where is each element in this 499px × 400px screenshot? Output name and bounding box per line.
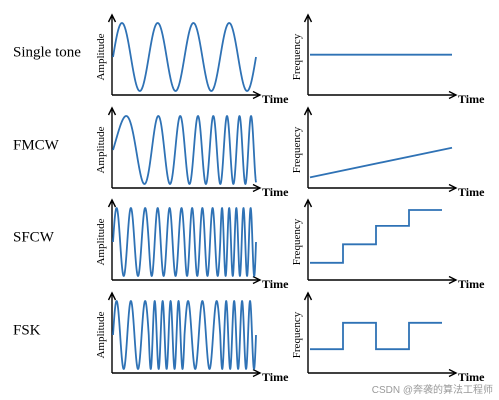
frequency-panel: Frequency Time (291, 291, 485, 384)
frequency-y-arrow (303, 198, 313, 208)
amplitude-y-arrow (107, 291, 117, 301)
frequency-line (310, 321, 442, 351)
time-axis-label: Time (262, 277, 289, 291)
watermark-text: CSDN @奔袭的算法工程师 (371, 385, 493, 396)
waveform-line (112, 115, 257, 185)
amplitude-y-arrow (107, 13, 117, 23)
row-label: Single tone (13, 44, 81, 60)
amplitude-panel: Amplitude Time (95, 291, 289, 384)
time-axis-label: Time (262, 370, 289, 384)
amplitude-axis-label: Amplitude (95, 311, 107, 358)
frequency-axis-label: Frequency (291, 218, 303, 265)
amplitude-panel: Amplitude Time (95, 106, 289, 199)
amplitude-x-arrow (252, 368, 262, 378)
time-axis-label: Time (458, 277, 485, 291)
frequency-panel: Frequency Time (291, 106, 485, 199)
frequency-x-arrow (448, 275, 458, 285)
waveform-line (112, 300, 257, 370)
frequency-x-arrow (448, 368, 458, 378)
frequency-axis-label: Frequency (291, 126, 303, 173)
time-axis-label: Time (262, 92, 289, 106)
frequency-line (310, 209, 442, 264)
time-axis-label: Time (262, 185, 289, 199)
amplitude-axis-label: Amplitude (95, 126, 107, 173)
amplitude-panel: Amplitude Time (95, 198, 289, 291)
frequency-x-arrow (448, 90, 458, 100)
row-label: FMCW (13, 137, 60, 153)
frequency-y-arrow (303, 291, 313, 301)
row-label: FSK (13, 322, 41, 338)
amplitude-y-arrow (107, 106, 117, 116)
waveform-line (112, 22, 257, 92)
time-axis-label: Time (458, 370, 485, 384)
frequency-panel: Frequency Time (291, 198, 485, 291)
amplitude-panel: Amplitude Time (95, 13, 289, 106)
frequency-line (309, 146, 453, 179)
row-label: SFCW (13, 229, 55, 245)
frequency-axis-label: Frequency (291, 33, 303, 80)
frequency-y-arrow (303, 106, 313, 116)
amplitude-x-arrow (252, 90, 262, 100)
frequency-x-arrow (448, 183, 458, 193)
waveform-line (112, 207, 257, 277)
frequency-axis-label: Frequency (291, 311, 303, 358)
time-axis-label: Time (458, 185, 485, 199)
amplitude-axis-label: Amplitude (95, 218, 107, 265)
amplitude-x-arrow (252, 275, 262, 285)
time-axis-label: Time (458, 92, 485, 106)
amplitude-x-arrow (252, 183, 262, 193)
frequency-y-arrow (303, 13, 313, 23)
amplitude-y-arrow (107, 198, 117, 208)
rows-layer: Single tone AmplitudeTimeFrequencyTimeFMC… (13, 13, 485, 384)
frequency-panel: Frequency Time (291, 13, 485, 106)
amplitude-axis-label: Amplitude (95, 33, 107, 80)
